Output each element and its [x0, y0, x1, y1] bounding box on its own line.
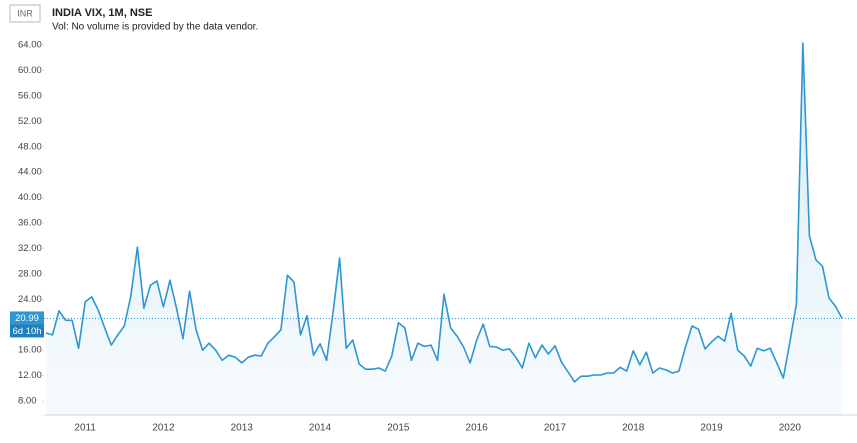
x-tick-label: 2020 [779, 423, 802, 434]
area [46, 43, 843, 415]
x-tick-label: 2015 [387, 423, 410, 434]
x-tick-label: 2011 [74, 423, 96, 434]
y-tick-label: 52.00 [18, 116, 42, 127]
countdown-box [10, 324, 44, 338]
y-tick-label: 8.00 [18, 396, 37, 407]
currency-box [9, 4, 41, 23]
x-tick-label: 2019 [700, 423, 723, 434]
y-tick-label: 40.00 [18, 192, 42, 203]
y-tick-label: 48.00 [18, 141, 42, 152]
countdown-label: 6d 10h [12, 326, 41, 337]
y-tick-label: 36.00 [18, 218, 42, 229]
x-tick-label: 2012 [152, 423, 175, 434]
currency: INR [17, 8, 33, 18]
x-tick-label: 2016 [466, 423, 489, 434]
y-tick-label: 32.00 [18, 243, 42, 254]
y-tick-label: 16.00 [18, 345, 42, 356]
price-line [45, 42, 843, 383]
chart-title: INDIA VIX, 1M, NSE [52, 7, 152, 19]
chart-subtitle: Vol: No volume is provided by the data v… [52, 22, 258, 33]
x-tick-label: 2013 [231, 423, 254, 434]
y-tick-label: 28.00 [18, 268, 42, 279]
y-tick-label: 12.00 [18, 370, 42, 381]
x-tick-label: 2014 [309, 423, 332, 434]
y-tick-label: 64.00 [18, 40, 42, 51]
y-tick-label: 44.00 [18, 167, 42, 178]
y-tick-label: 56.00 [18, 90, 42, 101]
last-price-box [10, 311, 44, 325]
x-tick-label: 2018 [622, 423, 645, 434]
y-tick-label: 60.00 [18, 65, 42, 76]
x-tick-label: 2017 [544, 423, 567, 434]
last-price-label: 20.99 [15, 313, 39, 324]
y-tick-label: 24.00 [18, 294, 42, 305]
